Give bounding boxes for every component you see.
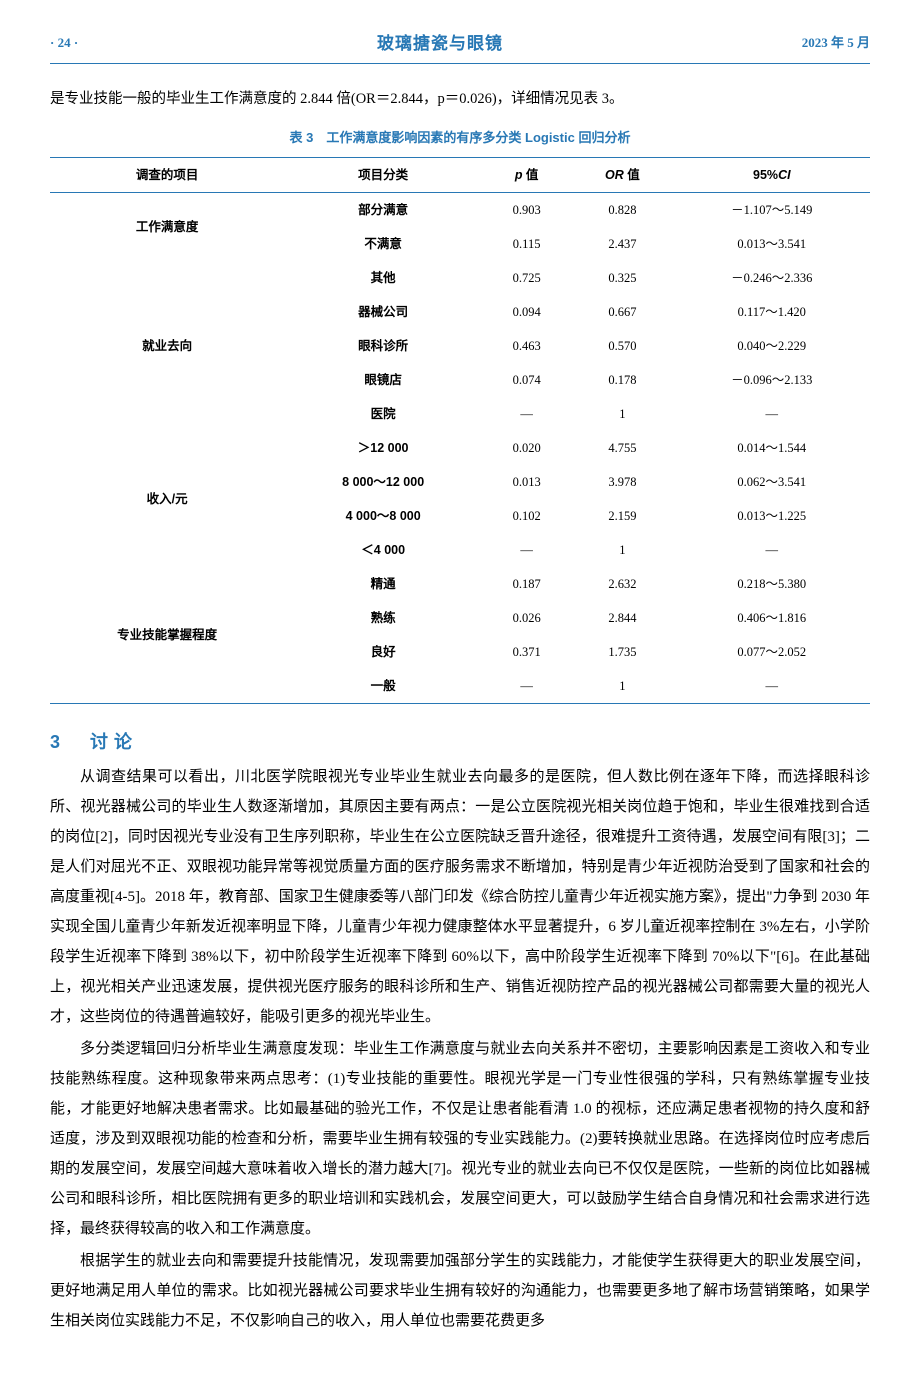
logistic-table: 调查的项目 项目分类 p 值 OR 值 95%CI 工作满意度部分满意0.903… [50,157,870,704]
ci-cell: －1.107～5.149 [674,192,870,227]
body-paragraph: 根据学生的就业去向和需要提升技能情况，发现需要加强部分学生的实践能力，才能使学生… [50,1246,870,1336]
category-cell: ＜4 000 [284,533,482,567]
p-value-cell: 0.013 [482,465,571,499]
table-caption: 表 3 工作满意度影响因素的有序多分类 Logistic 回归分析 [50,128,870,149]
p-value-cell: 0.463 [482,329,571,363]
p-value-cell: — [482,533,571,567]
ci-cell: 0.218～5.380 [674,567,870,601]
or-value-cell: 0.570 [571,329,673,363]
ci-cell: 0.406～1.816 [674,601,870,635]
category-cell: 良好 [284,635,482,669]
p-value-cell: 0.115 [482,227,571,261]
ci-cell: 0.013～1.225 [674,499,870,533]
col-or-value: OR 值 [571,157,673,192]
p-value-cell: 0.094 [482,295,571,329]
ci-cell: 0.013～3.541 [674,227,870,261]
ci-cell: 0.040～2.229 [674,329,870,363]
or-value-cell: 1 [571,533,673,567]
p-value-cell: 0.725 [482,261,571,295]
table-header-row: 调查的项目 项目分类 p 值 OR 值 95%CI [50,157,870,192]
body-paragraph: 从调查结果可以看出，川北医学院眼视光专业毕业生就业去向最多的是医院，但人数比例在… [50,762,870,1032]
ci-cell: －0.096～2.133 [674,363,870,397]
or-value-cell: 2.632 [571,567,673,601]
or-value-cell: 2.159 [571,499,673,533]
or-value-cell: 1.735 [571,635,673,669]
or-value-cell: 2.437 [571,227,673,261]
p-value-cell: 0.074 [482,363,571,397]
category-cell: 熟练 [284,601,482,635]
section-number: 3 [50,732,66,752]
p-value-cell: 0.026 [482,601,571,635]
category-cell: 医院 [284,397,482,431]
category-cell: 器械公司 [284,295,482,329]
category-cell: 眼镜店 [284,363,482,397]
p-value-cell: 0.187 [482,567,571,601]
or-value-cell: 1 [571,669,673,704]
journal-title: 玻璃搪瓷与眼镜 [377,30,503,57]
section-title-text: 讨论 [90,732,138,752]
ci-cell: — [674,533,870,567]
table-row: 收入/元＞12 0000.0204.7550.014～1.544 [50,431,870,465]
p-value-cell: 0.903 [482,192,571,227]
p-value-cell: — [482,397,571,431]
p-value-cell: 0.371 [482,635,571,669]
ci-cell: 0.117～1.420 [674,295,870,329]
group-label-cell: 收入/元 [50,431,284,567]
issue-date: 2023 年 5 月 [802,33,870,54]
body-paragraph: 多分类逻辑回归分析毕业生满意度发现：毕业生工作满意度与就业去向关系并不密切，主要… [50,1034,870,1244]
category-cell: 眼科诊所 [284,329,482,363]
table-row: 就业去向其他0.7250.325－0.246～2.336 [50,261,870,295]
table-row: 工作满意度部分满意0.9030.828－1.107～5.149 [50,192,870,227]
or-value-cell: 2.844 [571,601,673,635]
col-ci: 95%CI [674,157,870,192]
col-p-value: p 值 [482,157,571,192]
category-cell: 部分满意 [284,192,482,227]
intro-paragraph: 是专业技能一般的毕业生工作满意度的 2.844 倍(OR＝2.844，p＝0.0… [50,86,870,114]
page-header: · 24 · 玻璃搪瓷与眼镜 2023 年 5 月 [50,30,870,64]
ci-cell: 0.014～1.544 [674,431,870,465]
ci-cell: 0.077～2.052 [674,635,870,669]
category-cell: 精通 [284,567,482,601]
p-value-cell: 0.020 [482,431,571,465]
or-value-cell: 0.828 [571,192,673,227]
p-value-cell: — [482,669,571,704]
group-label-cell: 专业技能掌握程度 [50,567,284,704]
or-value-cell: 0.325 [571,261,673,295]
page-number: · 24 · [50,33,78,54]
group-label-cell: 就业去向 [50,261,284,431]
category-cell: 不满意 [284,227,482,261]
col-survey-item: 调查的项目 [50,157,284,192]
table-row: 专业技能掌握程度精通0.1872.6320.218～5.380 [50,567,870,601]
or-value-cell: 0.178 [571,363,673,397]
category-cell: 4 000～8 000 [284,499,482,533]
ci-cell: — [674,669,870,704]
group-label-cell: 工作满意度 [50,192,284,261]
or-value-cell: 3.978 [571,465,673,499]
or-value-cell: 4.755 [571,431,673,465]
category-cell: 一般 [284,669,482,704]
ci-cell: －0.246～2.336 [674,261,870,295]
ci-cell: 0.062～3.541 [674,465,870,499]
category-cell: ＞12 000 [284,431,482,465]
category-cell: 8 000～12 000 [284,465,482,499]
p-value-cell: 0.102 [482,499,571,533]
col-category: 项目分类 [284,157,482,192]
section-heading: 3 讨论 [50,728,870,757]
or-value-cell: 1 [571,397,673,431]
category-cell: 其他 [284,261,482,295]
ci-cell: — [674,397,870,431]
or-value-cell: 0.667 [571,295,673,329]
